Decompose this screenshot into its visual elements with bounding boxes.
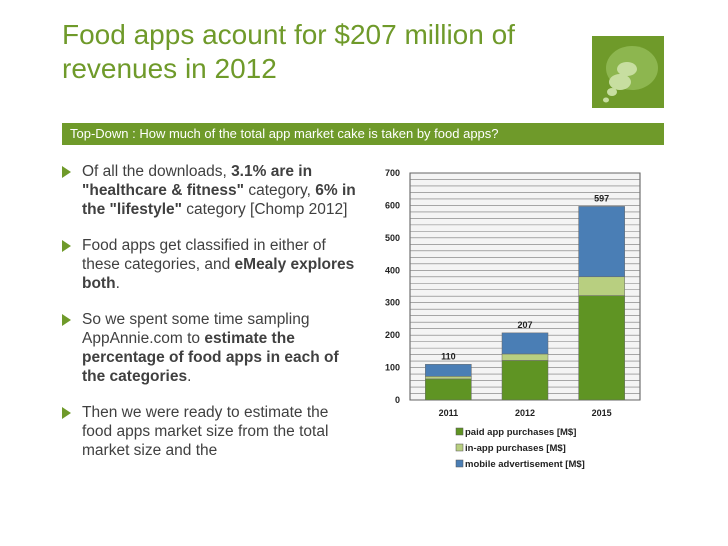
bullet-item: So we spent some time sampling AppAnnie.… [62,310,362,386]
subtitle-bar: Top-Down : How much of the total app mar… [62,123,664,145]
bar-segment [578,295,625,401]
bar-segment [425,378,472,401]
bullet-text: . [115,275,120,292]
bullet-item: Food apps get classified in either of th… [62,236,362,293]
y-tick-label: 500 [385,233,400,243]
bar-segment [501,332,549,355]
bullet-text-bold: estimate the percentage of food apps in … [82,330,339,385]
bullet-marker-icon [62,240,71,252]
y-tick-label: 400 [385,265,400,275]
bullet-text-bold: 6% in the "lifestyle" [82,182,356,218]
legend-swatch [455,427,464,436]
bullet-marker-icon [62,407,71,419]
y-tick-label: 600 [385,200,400,210]
y-tick-label: 100 [385,363,400,373]
bar-total-label: 110 [441,351,456,361]
bar-total-label: 597 [594,193,609,203]
bar-segment [425,376,472,380]
bar-segment [578,206,625,278]
stacked-bar-chart: 0 100 200 300 400 500 600 700 110 2011 207 2012 597 2… [385,168,641,470]
bullet-text: So we spent some time sampling AppAnnie.… [82,311,310,347]
x-category-label: 2015 [592,408,612,418]
y-tick-label: 700 [385,168,400,178]
legend-label: in-app purchases [M$] [465,443,566,454]
bullet-text: Of all the downloads, [82,163,232,180]
bar-total-label: 207 [517,320,532,330]
bullet-text: Food apps get classified in either of th… [82,237,326,273]
y-tick-label: 300 [385,298,400,308]
bullet-marker-icon [62,314,71,326]
y-tick-label: 200 [385,330,400,340]
bullet-item: Then we were ready to estimate the food … [62,403,362,460]
bullet-item: Of all the downloads, 3.1% are in "healt… [62,162,362,219]
legend-swatch [455,459,464,468]
legend-swatch [455,443,464,452]
legend-label: mobile advertisement [M$] [465,459,585,470]
x-category-label: 2011 [439,408,459,418]
bar-segment [425,364,472,377]
bullet-list: Of all the downloads, 3.1% are in "healt… [62,162,362,477]
bullet-text: . [187,368,192,385]
y-tick-label: 0 [395,395,400,405]
bar-segment [578,276,625,296]
speech-bubble-logo [592,36,664,108]
bullet-text: category [Chomp 2012] [181,201,348,218]
bar-segment [501,360,549,401]
x-category-label: 2012 [515,408,535,418]
bar-segment [501,353,549,361]
bullet-text-bold: 3.1% are in "healthcare & fitness" [82,163,313,199]
legend-label: paid app purchases [M$] [465,427,576,438]
bullet-marker-icon [62,166,71,178]
bullet-text: category, [244,182,316,199]
bullet-text-bold: eMealy explores both [82,256,355,292]
slide-title: Food apps acount for $207 million of rev… [62,19,515,84]
bullet-text: Then we were ready to estimate the food … [82,404,329,459]
